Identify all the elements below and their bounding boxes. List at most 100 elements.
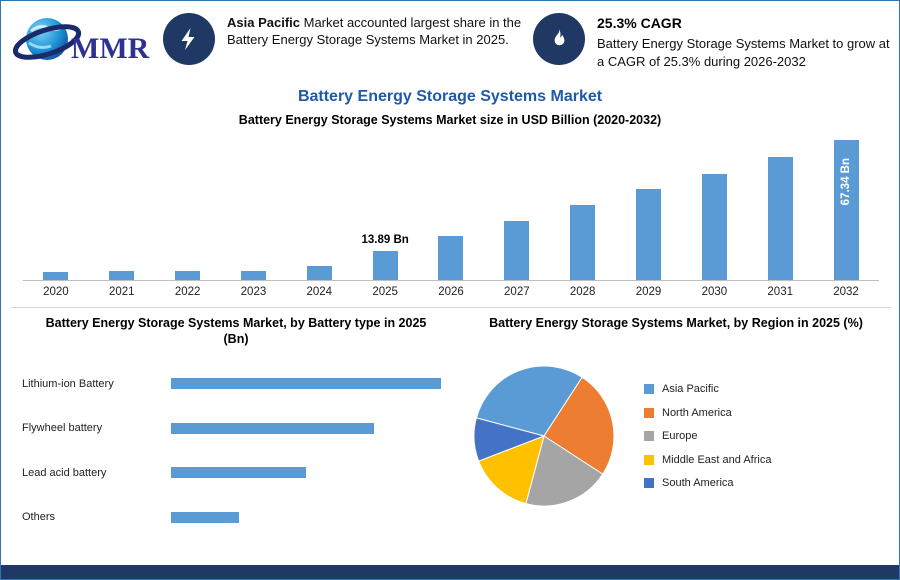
legend-item-South America: South America [644, 477, 771, 489]
callout-cagr-body: 25.3% CAGR Battery Energy Storage System… [597, 13, 891, 70]
mmr-logo-graphic: MMR [12, 18, 150, 65]
legend-swatch [644, 454, 654, 465]
bar-column-2020 [23, 134, 89, 280]
x-axis-label-2026: 2026 [438, 286, 464, 298]
legend-swatch [644, 407, 654, 418]
legend-swatch [644, 478, 654, 489]
legend-label: Middle East and Africa [662, 453, 772, 466]
bar-column-2026 [418, 134, 484, 280]
bar-2027 [504, 220, 530, 280]
bar-column-2022 [155, 134, 221, 280]
bar-column-2032: 67.34 Bn [813, 134, 879, 280]
pie-slice-Middle East and Africa [478, 435, 545, 505]
market-size-chart-title: Battery Energy Storage Systems Market si… [238, 113, 662, 127]
bar-2022 [175, 271, 201, 280]
hbar-category-label: Lithium-ion Battery [22, 377, 114, 390]
page-title: Battery Energy Storage Systems Market [297, 88, 603, 105]
orbit-swoosh [12, 24, 82, 60]
bar-2031 [767, 156, 793, 280]
logo-text: MMR [71, 32, 150, 65]
legend-label: Asia Pacific [662, 383, 719, 396]
legend-label: South America [662, 477, 734, 490]
bar-column-2021 [89, 134, 155, 280]
bar-column-2025: 13.89 Bn [352, 134, 418, 280]
x-axis-label-2029: 2029 [635, 286, 662, 298]
bar-2029 [636, 189, 662, 280]
bar-2021 [109, 271, 135, 280]
pie-graphic [473, 365, 615, 507]
bar-2030 [701, 173, 727, 280]
battery-type-chart-title: Battery Energy Storage Systems Market, b… [45, 316, 427, 347]
lightning-icon [163, 13, 215, 65]
hbar-Flywheel battery [171, 422, 374, 434]
region-pie-chart: Asia Pacific North America Europe Middle Ea… [461, 339, 891, 549]
callout-asia-pacific-text: Asia Pacific Market accounted largest sh… [227, 15, 522, 48]
legend-item-Middle East and Africa: Middle East and Africa [644, 454, 771, 466]
legend-label: Europe [662, 430, 698, 443]
hbar-Lead acid battery [171, 467, 306, 479]
bar-2025 [372, 251, 398, 280]
hbar-Others [171, 511, 239, 523]
bar-2028 [570, 204, 596, 280]
bar-plot-area: 13.89 Bn 67.34 Bn [23, 134, 879, 281]
bar-2032 [833, 139, 859, 280]
hbar-category-label: Others [22, 511, 56, 524]
bar-column-2028 [550, 134, 616, 280]
battery-type-bar-chart: Lithium-ion Battery Flywheel battery Lead … [16, 362, 456, 540]
bar-2026 [438, 236, 464, 280]
hbar-row-Lead acid battery: Lead acid battery [16, 451, 456, 496]
hbar-row-Others: Others [16, 495, 456, 540]
callout-asia-pacific: Asia Pacific Market accounted largest sh… [163, 13, 531, 65]
legend-label: North America [662, 406, 732, 419]
bar-2024 [306, 266, 332, 280]
bar-column-2029 [616, 134, 682, 280]
region-chart-title: Battery Energy Storage Systems Market, b… [489, 316, 863, 330]
legend-item-North America: North America [644, 407, 771, 419]
x-axis-label-2027: 2027 [504, 286, 530, 298]
hbar-row-Flywheel battery: Flywheel battery [16, 406, 456, 451]
bar-column-2027 [484, 134, 550, 280]
hbar-row-Lithium-ion Battery: Lithium-ion Battery [16, 362, 456, 407]
legend-item-Europe: Europe [644, 430, 771, 442]
bar-column-2024 [286, 134, 352, 280]
bar-value-label-2032: 67.34 Bn [840, 158, 853, 206]
flame-icon [533, 13, 585, 65]
footer-strip [1, 565, 899, 579]
x-axis-label-2028: 2028 [569, 286, 596, 298]
pie-slice-North America [543, 376, 615, 476]
bar-column-2030 [681, 134, 747, 280]
pie-slice-Europe [525, 435, 604, 507]
pie-legend: Asia Pacific North America Europe Middle Ea… [644, 383, 771, 501]
legend-swatch [644, 384, 654, 395]
legend-item-Asia Pacific: Asia Pacific [644, 383, 771, 395]
bar-2023 [240, 271, 266, 280]
callout-cagr: 25.3% CAGR Battery Energy Storage System… [533, 13, 891, 70]
market-size-bar-chart: 13.89 Bn 67.34 Bn 2020 2021 2022 2023 2024 202… [23, 134, 879, 298]
x-axis-label-2022: 2022 [174, 286, 201, 298]
bar-column-2023 [221, 134, 287, 280]
region-section: Battery Energy Storage Systems Market, b… [461, 315, 891, 549]
bar-2020 [43, 271, 69, 280]
hbar-Lithium-ion Battery [171, 378, 441, 390]
cagr-text: Battery Energy Storage Systems Market to… [597, 36, 890, 69]
hbar-category-label: Flywheel battery [22, 422, 103, 435]
x-axis-label-2025: 2025 [372, 286, 398, 298]
section-divider [11, 307, 891, 308]
cagr-heading: 25.3% CAGR [597, 15, 682, 31]
bar-value-label-2025: 13.89 Bn [361, 234, 409, 246]
pie-slice-Asia Pacific [475, 365, 583, 437]
x-axis-label-2020: 2020 [43, 286, 69, 298]
callout-highlight: Asia Pacific [227, 15, 300, 30]
x-axis-label-2031: 2031 [767, 286, 793, 298]
header: MMR Asia Pacific Market accounted larges… [11, 9, 891, 77]
pie-slice-South America [473, 417, 546, 462]
x-axis-label-2032: 2032 [833, 286, 859, 298]
bar-column-2031 [747, 134, 813, 280]
x-axis-label-2024: 2024 [306, 286, 333, 298]
x-axis-label-2023: 2023 [240, 286, 267, 298]
mmr-logo: MMR [12, 9, 165, 71]
battery-type-section: Battery Energy Storage Systems Market, b… [16, 315, 456, 540]
x-axis-label-2021: 2021 [108, 286, 135, 298]
x-axis-label-2030: 2030 [701, 286, 728, 298]
